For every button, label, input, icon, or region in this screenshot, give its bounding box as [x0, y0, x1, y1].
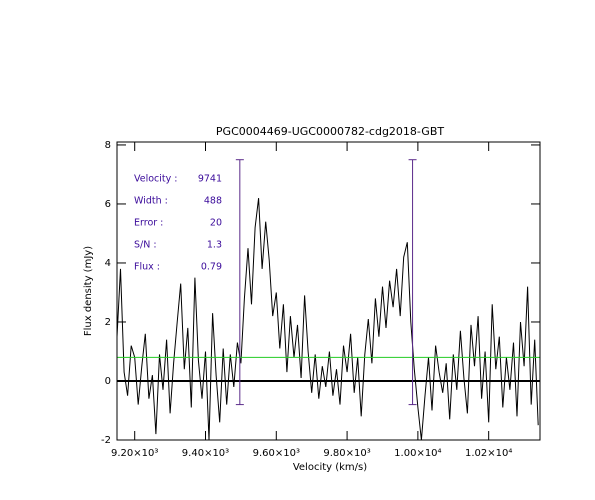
x-tick-label: 1.02×10⁴ — [465, 448, 512, 459]
annotation-label: Error : — [134, 218, 163, 229]
x-tick-label: 9.80×10³ — [323, 448, 370, 459]
annotation-value: 488 — [204, 196, 222, 207]
annotation-label: Velocity : — [134, 174, 178, 185]
x-tick-label: 9.60×10³ — [253, 448, 300, 459]
plot-frame — [116, 141, 541, 441]
annotation-value: 0.79 — [201, 262, 222, 273]
x-tick-label: 1.00×10⁴ — [394, 448, 441, 459]
plot-area — [117, 159, 540, 440]
y-axis-label: Flux density (mJy) — [83, 246, 94, 336]
spectrum-line — [117, 198, 539, 440]
x-axis-label: Velocity (km/s) — [293, 462, 367, 473]
x-tick-label: 9.40×10³ — [182, 448, 229, 459]
y-tick-label: 2 — [105, 317, 111, 328]
y-tick-label: 0 — [105, 376, 111, 387]
y-tick-label: 6 — [105, 199, 111, 210]
x-tick-label: 9.20×10³ — [111, 448, 158, 459]
annotation-label: S/N : — [134, 240, 157, 251]
annotation-label: Flux : — [134, 262, 160, 273]
chart-title: PGC0004469-UGC0000782-cdg2018-GBT — [216, 125, 444, 138]
annotation-label: Width : — [134, 196, 168, 207]
y-tick-label: 8 — [105, 140, 111, 151]
annotation-value: 20 — [210, 218, 222, 229]
y-tick-label: -2 — [101, 435, 111, 446]
annotation-value: 9741 — [198, 174, 222, 185]
y-tick-label: 4 — [105, 258, 111, 269]
annotation-value: 1.3 — [207, 240, 222, 251]
